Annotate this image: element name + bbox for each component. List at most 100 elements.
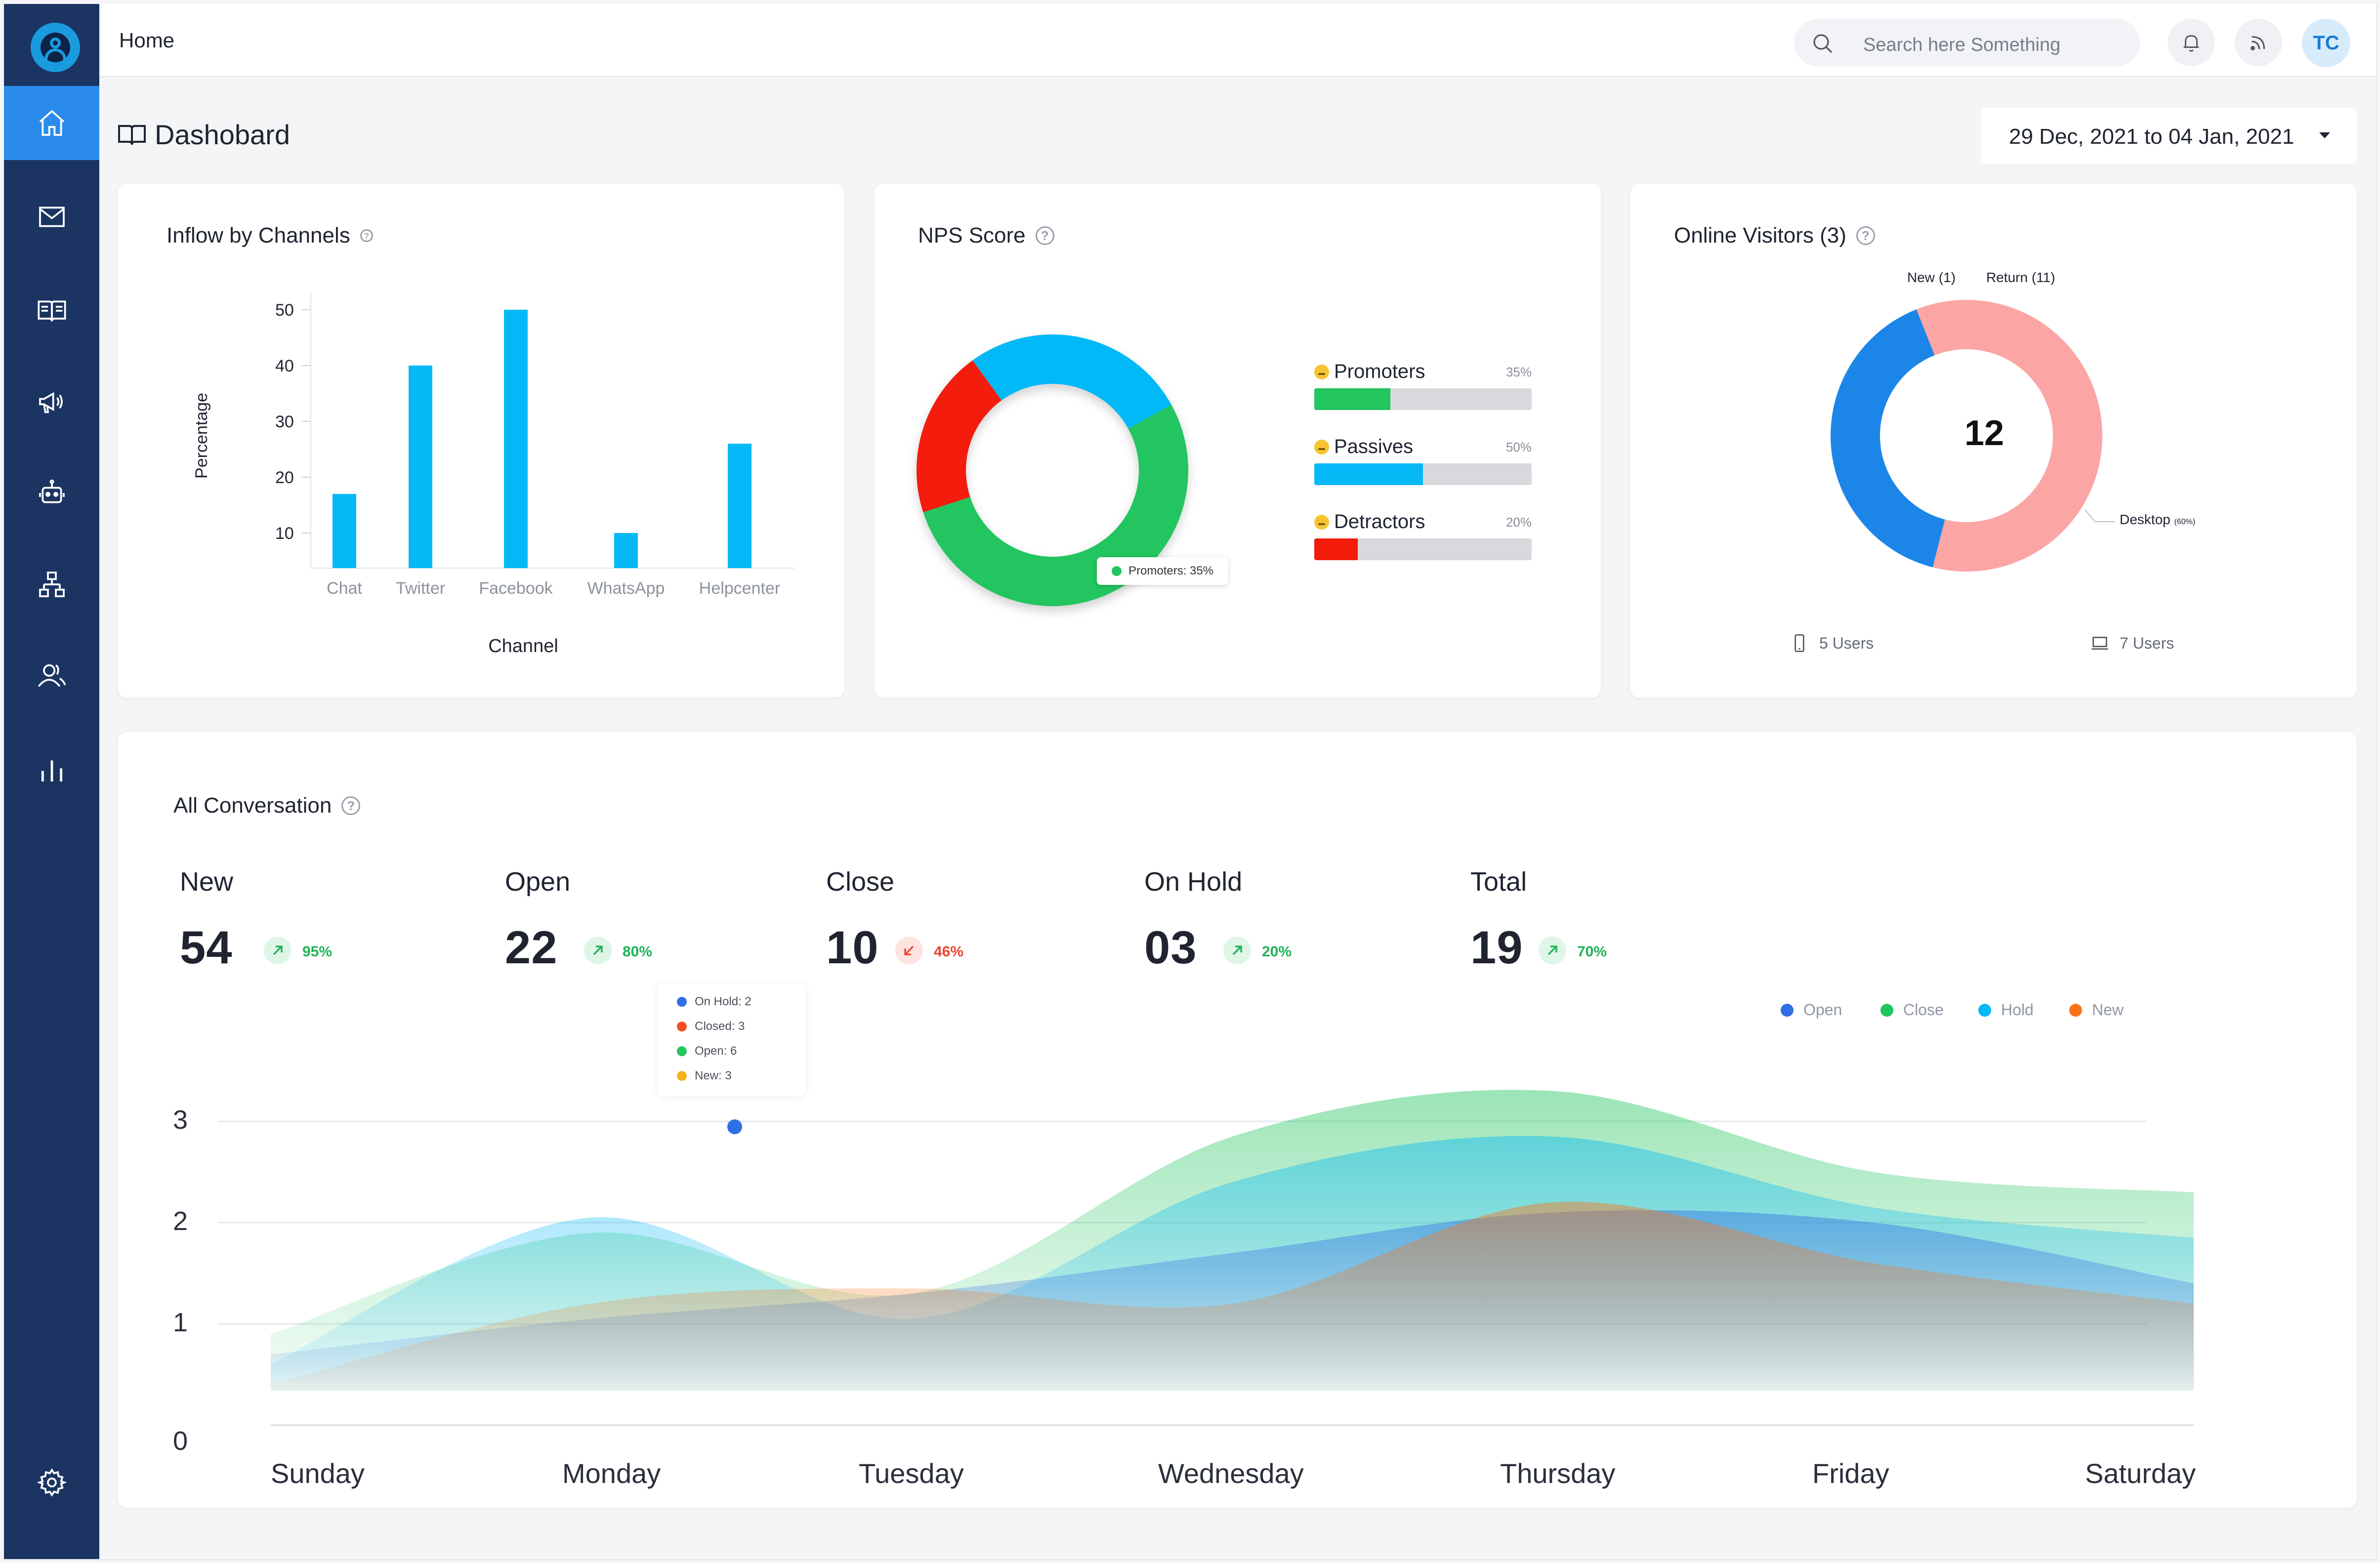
stat-name: On Hold bbox=[1144, 867, 1243, 897]
sidebar-item-workflows[interactable] bbox=[4, 547, 99, 621]
trend-chip bbox=[584, 937, 612, 964]
sidebar-item-contacts[interactable] bbox=[4, 639, 99, 713]
x-tick-label: Chat bbox=[327, 579, 362, 598]
conversation-card: All Conversation ? bbox=[118, 732, 2357, 1508]
bar-facebook bbox=[504, 310, 528, 568]
y-tick-label: 40 bbox=[275, 357, 294, 375]
y-tick-label: 20 bbox=[275, 468, 294, 487]
trend-chip bbox=[895, 937, 923, 964]
org-chart-icon bbox=[39, 572, 65, 597]
y-tick-label: 50 bbox=[275, 301, 294, 320]
x-tick-label: Monday bbox=[562, 1458, 661, 1489]
nps-title-text: NPS Score bbox=[918, 223, 1026, 247]
stat-close: Close 10 46% bbox=[826, 866, 963, 973]
search-icon bbox=[1813, 34, 1833, 53]
legend-close[interactable]: Close bbox=[1880, 1001, 1944, 1019]
nps-slice-passives bbox=[972, 334, 1171, 429]
conversation-title-text: All Conversation bbox=[173, 793, 332, 818]
arrow-up-right-icon bbox=[593, 946, 603, 955]
avatar[interactable]: TC bbox=[2302, 19, 2350, 67]
legend-dot bbox=[1781, 1003, 1794, 1017]
x-tick-label: Facebook bbox=[479, 579, 553, 598]
arrow-up-right-icon bbox=[1232, 946, 1242, 955]
legend-open[interactable]: Open bbox=[1781, 1001, 1842, 1019]
trend-chip bbox=[264, 937, 292, 964]
mobile-users-text: 5 Users bbox=[1819, 634, 1874, 652]
nps-donut-chart bbox=[917, 334, 1188, 607]
visitors-title-text: Online Visitors (3) bbox=[1674, 223, 1846, 247]
x-tick-label: WhatsApp bbox=[587, 579, 665, 598]
y-tick-label: 0 bbox=[173, 1426, 188, 1456]
x-tick-label: Tuesday bbox=[859, 1458, 964, 1489]
sidebar-item-inbox[interactable] bbox=[4, 180, 99, 254]
date-range-picker[interactable]: 29 Dec, 2021 to 04 Jan, 2021 bbox=[1981, 108, 2357, 164]
legend-new: New (1) bbox=[1907, 270, 1956, 285]
sidebar-item-campaigns[interactable] bbox=[4, 365, 99, 439]
bar-chat bbox=[333, 494, 356, 568]
desktop-label-pct: (60%) bbox=[2174, 518, 2196, 526]
stat-change: 46% bbox=[934, 944, 964, 960]
nps-legend-text: Passives bbox=[1334, 436, 1414, 457]
stat-total: Total 19 70% bbox=[1470, 866, 1607, 973]
nps-title: NPS Score ? bbox=[918, 223, 1054, 248]
search-input[interactable]: Search here Something bbox=[1794, 19, 2140, 66]
x-tick-label: Wednesday bbox=[1158, 1458, 1304, 1489]
stat-name: Close bbox=[826, 867, 895, 897]
app-logo[interactable] bbox=[31, 23, 80, 72]
legend-dot bbox=[1880, 1003, 1893, 1017]
x-tick-label: Friday bbox=[1812, 1458, 1889, 1489]
trend-chip bbox=[1223, 937, 1251, 964]
breadcrumb[interactable]: Home bbox=[119, 29, 175, 52]
sidebar-item-bots[interactable] bbox=[4, 456, 99, 530]
tooltip-row-new: New: 3 bbox=[677, 1069, 732, 1083]
stat-on-hold: On Hold 03 20% bbox=[1144, 866, 1292, 973]
legend-label: Open bbox=[1803, 1001, 1842, 1019]
x-tick-label: Twitter bbox=[396, 579, 445, 598]
help-icon[interactable]: ? bbox=[360, 229, 373, 242]
visitors-center-value: 12 bbox=[1964, 413, 2004, 453]
feed-button[interactable] bbox=[2235, 19, 2282, 66]
chart-hover-tooltip: On Hold: 2 Closed: 3 Open: 6 New: 3 bbox=[657, 983, 805, 1097]
page-title-text: Dashobard bbox=[155, 119, 290, 150]
help-icon[interactable]: ? bbox=[1856, 226, 1875, 245]
stat-value: 19 bbox=[1470, 921, 1523, 973]
legend-label: New bbox=[2092, 1001, 2124, 1019]
notifications-button[interactable] bbox=[2168, 19, 2215, 66]
nps-progress-track bbox=[1314, 388, 1532, 410]
help-icon[interactable]: ? bbox=[1035, 226, 1054, 245]
tooltip-dot bbox=[1112, 566, 1122, 576]
robot-icon bbox=[39, 479, 65, 503]
bar-chart-icon bbox=[41, 760, 62, 782]
nps-legend-label: Promoters bbox=[1314, 361, 1425, 383]
desktop-callout-line bbox=[2085, 510, 2115, 522]
y-tick-label: 30 bbox=[275, 412, 294, 431]
book-icon bbox=[37, 300, 66, 322]
inflow-bar-chart: 10 20 30 40 50 Chat Twitter Facebook WhatsApp Hel… bbox=[192, 292, 795, 657]
desktop-users-text: 7 Users bbox=[2120, 634, 2174, 652]
legend-hold[interactable]: Hold bbox=[1978, 1001, 2034, 1019]
bar-helpcenter bbox=[728, 444, 752, 568]
stat-new: New 54 95% bbox=[180, 866, 332, 973]
sidebar-item-settings[interactable] bbox=[4, 1445, 99, 1520]
sidebar-item-reports[interactable] bbox=[4, 733, 99, 807]
chevron-down-icon bbox=[2319, 132, 2330, 138]
tooltip-closed-text: Closed: 3 bbox=[695, 1020, 745, 1033]
sidebar-item-home[interactable] bbox=[4, 86, 99, 160]
conversation-title: All Conversation ? bbox=[173, 793, 361, 818]
nps-card: NPS Score ? Promoters: 35% Promoters 35% P… bbox=[875, 184, 1601, 698]
legend-new[interactable]: New bbox=[2069, 1001, 2124, 1019]
stat-name: New bbox=[180, 867, 234, 897]
help-icon[interactable]: ? bbox=[341, 796, 361, 815]
date-range-value: 29 Dec, 2021 to 04 Jan, 2021 bbox=[2009, 124, 2295, 149]
chart-hover-point[interactable] bbox=[727, 1119, 742, 1134]
desktop-label-text: Desktop bbox=[2120, 512, 2171, 527]
sidebar-item-knowledge-base[interactable] bbox=[4, 274, 99, 348]
mail-icon bbox=[39, 206, 65, 227]
stat-value: 03 bbox=[1144, 921, 1197, 973]
y-tick-label: 10 bbox=[275, 524, 294, 543]
nps-legend-pct: 50% bbox=[1505, 440, 1532, 454]
stat-name: Total bbox=[1470, 867, 1527, 897]
trend-chip bbox=[1539, 937, 1566, 964]
emoji-icon bbox=[1314, 364, 1329, 379]
inflow-title-text: Inflow by Channels bbox=[167, 223, 350, 247]
